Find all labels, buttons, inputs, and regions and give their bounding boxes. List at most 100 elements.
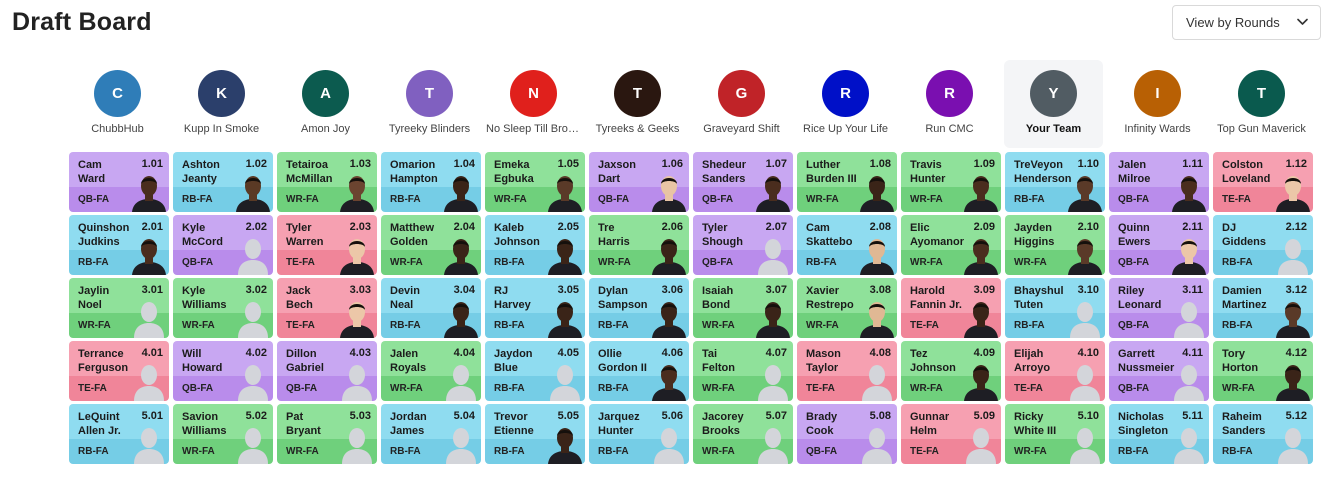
team-column-header[interactable]: Y Your Team <box>1004 60 1103 148</box>
player-position-team: WR-FA <box>182 446 215 457</box>
team-column-header[interactable]: A Amon Joy <box>276 60 375 148</box>
draft-pick-card[interactable]: Jacorey Brooks 5.07 WR-FA <box>693 404 793 464</box>
draft-pick-card[interactable]: Jack Bech 3.03 TE-FA <box>277 278 377 338</box>
player-first-name: Matthew <box>390 222 434 234</box>
draft-pick-card[interactable]: Isaiah Bond 3.07 WR-FA <box>693 278 793 338</box>
draft-pick-card[interactable]: Quinshon Judkins 2.01 RB-FA <box>69 215 169 275</box>
team-column-header[interactable]: T Top Gun Maverick <box>1212 60 1311 148</box>
draft-pick-card[interactable]: Tai Felton 4.07 WR-FA <box>693 341 793 401</box>
player-first-name: Jayden <box>1014 222 1052 234</box>
draft-pick-card[interactable]: Jaxson Dart 1.06 QB-FA <box>589 152 689 212</box>
draft-pick-card[interactable]: Tory Horton 4.12 WR-FA <box>1213 341 1313 401</box>
draft-pick-card[interactable]: Jayden Higgins 2.10 WR-FA <box>1005 215 1105 275</box>
player-position-team: TE-FA <box>910 446 939 457</box>
draft-pick-card[interactable]: Trevor Etienne 5.05 RB-FA <box>485 404 585 464</box>
draft-pick-card[interactable]: Quinn Ewers 2.11 QB-FA <box>1109 215 1209 275</box>
draft-pick-card[interactable]: Shedeur Sanders 1.07 QB-FA <box>693 152 793 212</box>
player-position-team: RB-FA <box>1014 194 1045 205</box>
player-name: Pat Bryant <box>286 410 346 438</box>
draft-pick-card[interactable]: Cam Skattebo 2.08 RB-FA <box>797 215 897 275</box>
draft-pick-card[interactable]: Kyle Williams 3.02 WR-FA <box>173 278 273 338</box>
draft-pick-card[interactable]: Jarquez Hunter 5.06 RB-FA <box>589 404 689 464</box>
pick-number: 3.11 <box>1182 284 1203 296</box>
draft-pick-card[interactable]: Tetairoa McMillan 1.03 WR-FA <box>277 152 377 212</box>
draft-pick-card[interactable]: Brady Cook 5.08 QB-FA <box>797 404 897 464</box>
draft-pick-card[interactable]: Jaydon Blue 4.05 RB-FA <box>485 341 585 401</box>
draft-pick-card[interactable]: Cam Ward 1.01 QB-FA <box>69 152 169 212</box>
team-avatar: N <box>510 70 557 117</box>
player-last-name: Horton <box>1222 362 1259 374</box>
draft-pick-card[interactable]: Savion Williams 5.02 WR-FA <box>173 404 273 464</box>
draft-pick-card[interactable]: RJ Harvey 3.05 RB-FA <box>485 278 585 338</box>
draft-pick-card[interactable]: Will Howard 4.02 QB-FA <box>173 341 273 401</box>
draft-pick-card[interactable]: Jalen Royals 4.04 WR-FA <box>381 341 481 401</box>
draft-pick-card[interactable]: Jordan James 5.04 RB-FA <box>381 404 481 464</box>
team-column-header[interactable]: T Tyreeks & Geeks <box>588 60 687 148</box>
draft-pick-card[interactable]: TreVeyon Henderson 1.10 RB-FA <box>1005 152 1105 212</box>
draft-pick-card[interactable]: Riley Leonard 3.11 QB-FA <box>1109 278 1209 338</box>
draft-pick-card[interactable]: Pat Bryant 5.03 WR-FA <box>277 404 377 464</box>
draft-pick-card[interactable]: Xavier Restrepo 3.08 WR-FA <box>797 278 897 338</box>
draft-pick-card[interactable]: Mason Taylor 4.08 TE-FA <box>797 341 897 401</box>
draft-pick-card[interactable]: Dylan Sampson 3.06 RB-FA <box>589 278 689 338</box>
team-column-header[interactable]: C ChubbHub <box>68 60 167 148</box>
team-column-header[interactable]: I Infinity Wards <box>1108 60 1207 148</box>
pick-number: 2.11 <box>1182 221 1203 233</box>
team-column-header[interactable]: R Run CMC <box>900 60 999 148</box>
draft-pick-card[interactable]: Jaylin Noel 3.01 WR-FA <box>69 278 169 338</box>
draft-pick-card[interactable]: Ollie Gordon II 4.06 RB-FA <box>589 341 689 401</box>
draft-pick-card[interactable]: Kaleb Johnson 2.05 RB-FA <box>485 215 585 275</box>
draft-pick-card[interactable]: Harold Fannin Jr. 3.09 TE-FA <box>901 278 1001 338</box>
player-first-name: Ollie <box>598 348 622 360</box>
pick-number: 2.10 <box>1077 221 1099 233</box>
draft-pick-card[interactable]: Elijah Arroyo 4.10 TE-FA <box>1005 341 1105 401</box>
draft-pick-card[interactable]: Jalen Milroe 1.11 QB-FA <box>1109 152 1209 212</box>
draft-pick-card[interactable]: Garrett Nussmeier 4.11 QB-FA <box>1109 341 1209 401</box>
player-last-name: Shough <box>702 236 743 248</box>
team-column-header[interactable]: T Tyreeky Blinders <box>380 60 479 148</box>
pick-number: 4.05 <box>557 347 579 359</box>
player-last-name: Royals <box>390 362 427 374</box>
player-position-team: WR-FA <box>286 194 319 205</box>
player-first-name: Quinshon <box>78 222 130 234</box>
team-column-header[interactable]: N No Sleep Till Brooklyn <box>484 60 583 148</box>
player-photo <box>1172 239 1206 275</box>
team-column-header[interactable]: K Kupp In Smoke <box>172 60 271 148</box>
draft-pick-card[interactable]: Kyle McCord 2.02 QB-FA <box>173 215 273 275</box>
draft-pick-card[interactable]: Ricky White III 5.10 WR-FA <box>1005 404 1105 464</box>
draft-pick-card[interactable]: Travis Hunter 1.09 WR-FA <box>901 152 1001 212</box>
draft-pick-card[interactable]: DJ Giddens 2.12 RB-FA <box>1213 215 1313 275</box>
player-photo <box>132 239 166 275</box>
player-position-team: WR-FA <box>390 383 423 394</box>
draft-pick-card[interactable]: Gunnar Helm 5.09 TE-FA <box>901 404 1001 464</box>
draft-pick-card[interactable]: Matthew Golden 2.04 WR-FA <box>381 215 481 275</box>
draft-pick-card[interactable]: LeQuint Allen Jr. 5.01 RB-FA <box>69 404 169 464</box>
draft-pick-card[interactable]: Nicholas Singleton 5.11 RB-FA <box>1109 404 1209 464</box>
draft-pick-card[interactable]: Elic Ayomanor 2.09 WR-FA <box>901 215 1001 275</box>
draft-pick-card[interactable]: Tyler Warren 2.03 TE-FA <box>277 215 377 275</box>
player-last-name: McCord <box>182 236 223 248</box>
draft-pick-card[interactable]: Colston Loveland 1.12 TE-FA <box>1213 152 1313 212</box>
draft-pick-card[interactable]: Raheim Sanders 5.12 RB-FA <box>1213 404 1313 464</box>
player-photo <box>860 239 894 275</box>
draft-pick-card[interactable]: Damien Martinez 3.12 RB-FA <box>1213 278 1313 338</box>
draft-pick-card[interactable]: Devin Neal 3.04 RB-FA <box>381 278 481 338</box>
draft-pick-card[interactable]: Bhayshul Tuten 3.10 RB-FA <box>1005 278 1105 338</box>
player-name: RJ Harvey <box>494 284 554 312</box>
team-column-header[interactable]: R Rice Up Your Life <box>796 60 895 148</box>
draft-pick-card[interactable]: Omarion Hampton 1.04 RB-FA <box>381 152 481 212</box>
draft-pick-card[interactable]: Tez Johnson 4.09 WR-FA <box>901 341 1001 401</box>
draft-pick-card[interactable]: Terrance Ferguson 4.01 TE-FA <box>69 341 169 401</box>
player-placeholder-icon <box>862 428 892 464</box>
view-by-select[interactable]: View by Rounds <box>1172 5 1321 40</box>
draft-pick-card[interactable]: Tre Harris 2.06 WR-FA <box>589 215 689 275</box>
draft-pick-card[interactable]: Ashton Jeanty 1.02 RB-FA <box>173 152 273 212</box>
player-photo <box>1276 365 1310 401</box>
draft-pick-card[interactable]: Emeka Egbuka 1.05 WR-FA <box>485 152 585 212</box>
draft-pick-card[interactable]: Luther Burden III 1.08 WR-FA <box>797 152 897 212</box>
player-last-name: Helm <box>910 425 937 437</box>
draft-pick-card[interactable]: Tyler Shough 2.07 QB-FA <box>693 215 793 275</box>
pick-number: 4.02 <box>245 347 267 359</box>
draft-pick-card[interactable]: Dillon Gabriel 4.03 QB-FA <box>277 341 377 401</box>
team-column-header[interactable]: G Graveyard Shift <box>692 60 791 148</box>
